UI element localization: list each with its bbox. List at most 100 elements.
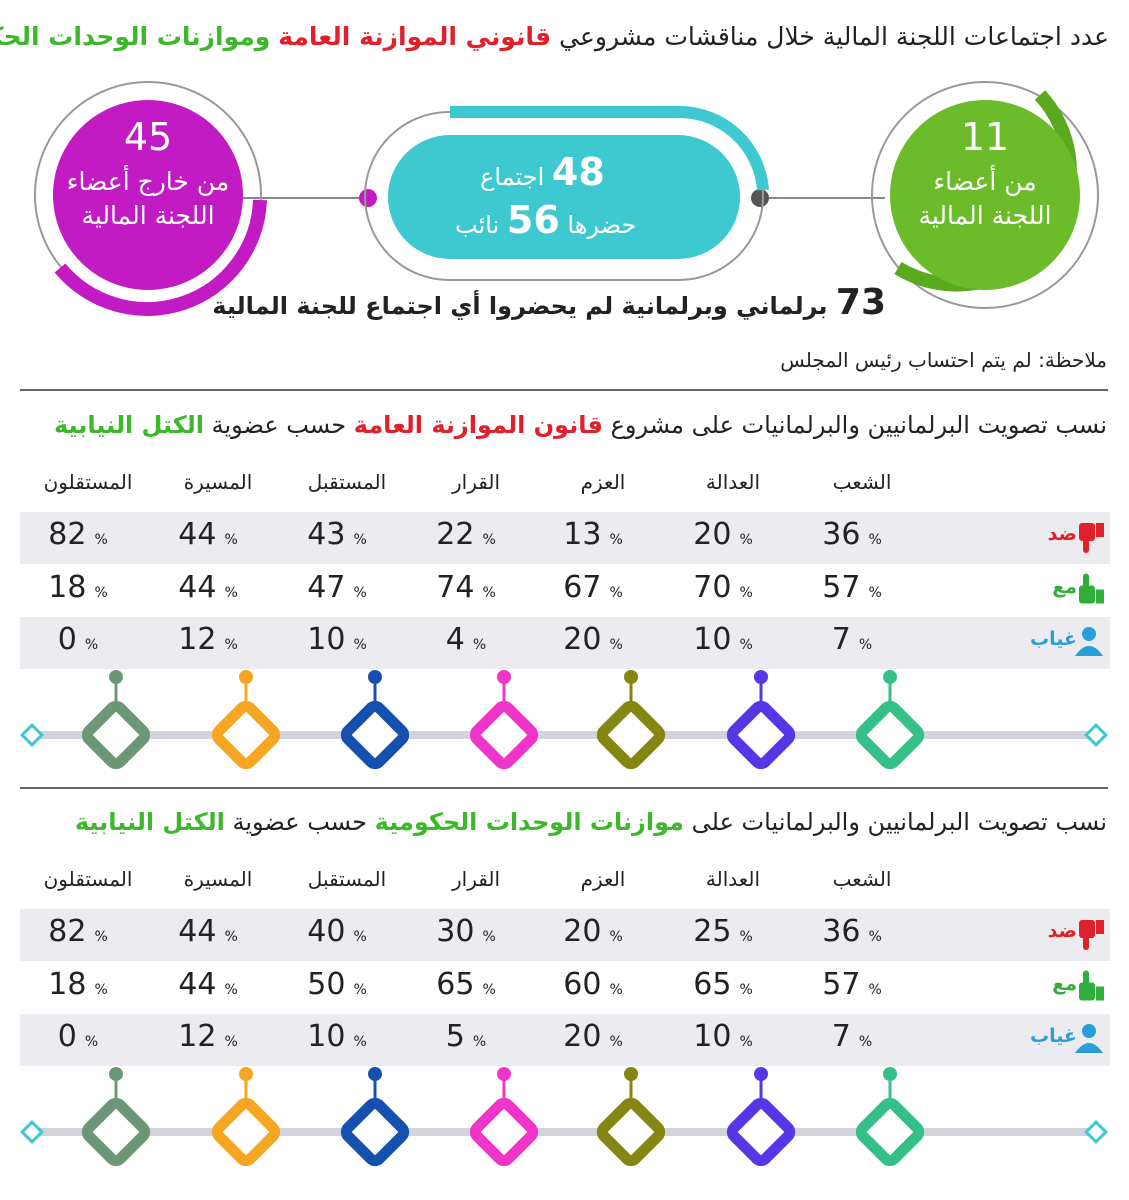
title-prefix: نسب تصويت البرلمانيين والبرلمانيات على (691, 808, 1107, 836)
block-name: المسيرة (183, 867, 253, 891)
percent-sign: % (84, 637, 99, 653)
title-suffix: الكتل النيابية (74, 808, 225, 836)
value: 82 (48, 517, 87, 552)
stem-dot (109, 1067, 123, 1081)
cell-value: 25% (693, 914, 753, 949)
cell-value: 36% (822, 914, 882, 949)
row-label: ضد (1047, 523, 1077, 545)
stem-dot (754, 670, 768, 684)
icon (1083, 970, 1089, 985)
icon (1083, 936, 1089, 950)
cell-value: 20% (693, 517, 753, 552)
cell-value: 7% (832, 622, 872, 657)
title-suffix: الكتل النيابية (53, 411, 204, 439)
value: 7 (831, 622, 851, 657)
value: 20 (563, 914, 602, 949)
value: 30 (436, 914, 475, 949)
value: 7 (831, 1019, 851, 1054)
value: 20 (693, 517, 732, 552)
value: 10 (307, 1019, 346, 1054)
section-title: نسب تصويت البرلمانيين والبرلمانيات على م… (54, 411, 1107, 439)
percent-sign: % (94, 532, 108, 548)
end-diamond (1083, 722, 1109, 748)
value: 0 (57, 622, 77, 657)
percent-sign: % (482, 584, 496, 601)
cell-value: 70% (693, 570, 753, 605)
stem-dot (624, 1067, 638, 1081)
value: 57 (822, 966, 861, 1002)
percent-sign: % (609, 637, 623, 653)
ring-arc (54, 199, 267, 316)
value: 36 (822, 517, 861, 552)
row-label: مع (1052, 575, 1077, 598)
cell-value: 10% (307, 622, 367, 657)
row-band (20, 909, 1110, 961)
row-band (20, 1014, 1110, 1066)
diamond (211, 700, 281, 770)
value: 22 (436, 517, 475, 552)
title-middle: حسب عضوية (211, 411, 347, 439)
stem-dot (239, 1067, 253, 1081)
icon (1082, 627, 1096, 641)
percent-sign: % (482, 929, 496, 945)
block-name: الشعب (832, 470, 892, 494)
percent-sign: % (482, 981, 496, 998)
percent-sign: % (472, 637, 487, 653)
block-name: القرار (451, 867, 501, 891)
value: 10 (693, 622, 732, 657)
percent-sign: % (739, 929, 753, 945)
cell-value: 57% (822, 570, 882, 605)
cell-value: 13% (563, 517, 623, 552)
diamond (81, 1097, 151, 1167)
circle-label: من خارج أعضاء اللجنة المالية (66, 167, 230, 230)
percent-sign: % (353, 981, 367, 998)
stem-dot (109, 670, 123, 684)
icon (1079, 523, 1095, 541)
percent-sign: % (84, 1034, 99, 1050)
cell-value: 67% (563, 570, 623, 605)
cell-value: 74% (436, 570, 496, 605)
percent-sign: % (94, 584, 108, 601)
cell-value: 43% (307, 517, 367, 552)
diamond (340, 700, 410, 770)
percent-sign: % (868, 929, 882, 945)
dot (359, 189, 377, 207)
block-name: العدالة (705, 470, 761, 494)
diamond (726, 700, 796, 770)
circle-number: 45 (123, 115, 173, 159)
value: 4 (445, 622, 465, 657)
percent-sign: % (739, 981, 753, 998)
cell-value: 18% (48, 570, 108, 605)
summary-text: برلماني وبرلمانية لم يحضروا أي اجتماع لل… (212, 292, 828, 320)
value: 82 (48, 914, 87, 949)
cell-value: 82% (48, 914, 108, 949)
icon (1079, 982, 1095, 1001)
block-name: القرار (451, 470, 501, 494)
row-label: غياب (1030, 1025, 1077, 1047)
value: 67 (563, 569, 602, 605)
cell-value: 0% (58, 622, 98, 657)
stem-dot (624, 670, 638, 684)
value: 44 (178, 517, 217, 552)
attendees-unit: نائب (455, 211, 500, 239)
cell-value: 20% (563, 622, 623, 657)
diamond (469, 1097, 539, 1167)
value: 50 (307, 966, 346, 1002)
circle (53, 100, 243, 290)
cell-value: 10% (307, 1019, 367, 1054)
stem-dot (368, 1067, 382, 1081)
value: 74 (436, 569, 475, 605)
value: 10 (307, 622, 346, 657)
row-band (20, 512, 1110, 564)
header-title: عدد اجتماعات اللجنة المالية خلال مناقشات… (0, 22, 1109, 51)
cell-value: 82% (48, 517, 108, 552)
block-name: المستقلون (43, 867, 133, 891)
diamond (469, 700, 539, 770)
cell-value: 20% (563, 1019, 623, 1054)
value: 5 (445, 1019, 465, 1054)
cell-value: 60% (563, 967, 623, 1002)
percent-sign: % (739, 584, 753, 601)
cell-value: 57% (822, 967, 882, 1002)
cell-value: 12% (178, 622, 238, 657)
